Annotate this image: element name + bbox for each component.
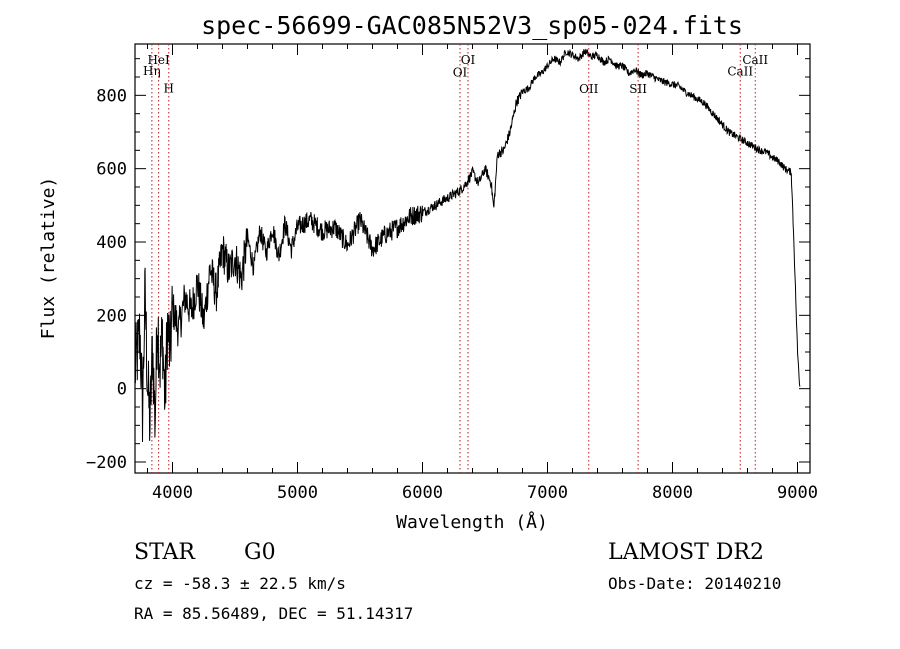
y-tick-label: −200 [86,453,127,473]
sky-coordinates: RA = 85.56489, DEC = 51.14317 [134,604,414,623]
y-tick-label: 800 [96,86,127,106]
axis-ticks [135,44,810,473]
x-tick-label: 8000 [652,483,693,503]
x-tick-label: 7000 [527,483,568,503]
y-tick-label: 600 [96,160,127,180]
x-tick-label: 4000 [152,483,193,503]
y-tick-label: 0 [117,380,127,400]
y-axis-label: Flux (relative) [38,177,59,340]
x-tick-label: 6000 [402,483,443,503]
y-tick-label: 400 [96,233,127,253]
x-axis-label: Wavelength (Å) [396,511,548,533]
survey-name: LAMOST DR2 [608,540,764,565]
object-class: STAR [134,540,195,565]
spectral-line-label: OI [461,53,476,67]
spectral-line-label: HeI [147,53,170,67]
spectral-line-label: OI [453,66,468,80]
spectral-line-label: OII [579,82,599,96]
spectral-line-label: CaII [742,53,768,67]
x-tick-label: 5000 [277,483,318,503]
y-tick-label: 200 [96,306,127,326]
spectral-line-label: Hη [143,64,161,78]
chart-title: spec-56699-GAC085N52V3_sp05-024.fits [201,11,743,40]
spectral-subclass: G0 [244,540,276,565]
spectrum-line [134,48,801,443]
spectral-line-label: H [164,81,174,95]
x-tick-label: 9000 [777,483,818,503]
spectral-line-label: CaII [727,65,753,79]
observation-date: Obs-Date: 20140210 [608,574,782,593]
tick-labels: 4000 5000 6000 7000 8000 9000 −200 0 200 400 600 80… [86,86,818,503]
spectral-line-label: SII [629,82,647,96]
radial-velocity: cz = -58.3 ± 22.5 km/s [134,574,346,593]
